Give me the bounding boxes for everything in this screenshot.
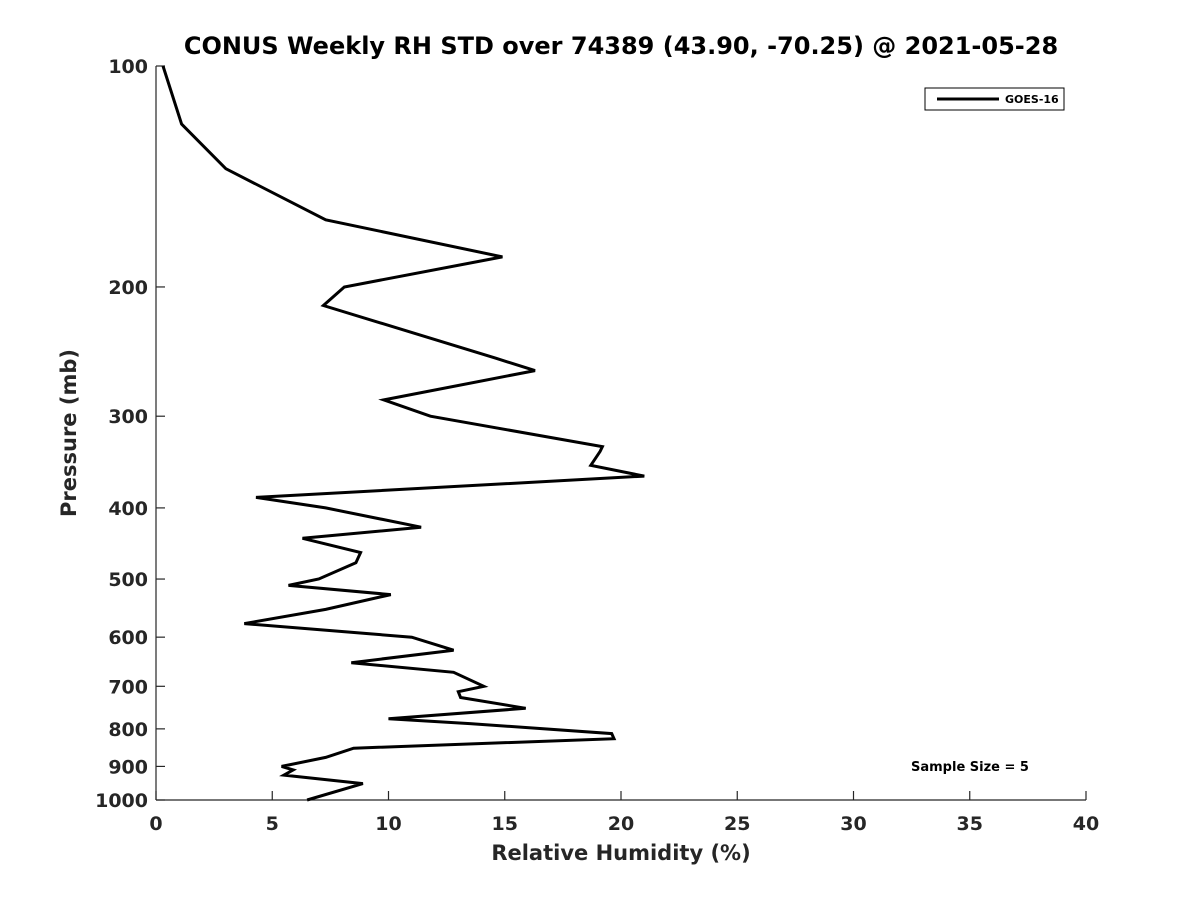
x-ticks: 0 5 10 15 20 25 30 35 40	[149, 791, 1099, 835]
chart-title: CONUS Weekly RH STD over 74389 (43.90, -…	[184, 32, 1058, 60]
x-tick-label: 35	[957, 813, 983, 835]
x-tick-label: 40	[1073, 813, 1099, 835]
legend: GOES-16	[924, 87, 1065, 111]
y-tick-label: 200	[108, 277, 148, 299]
y-tick-label: 300	[108, 406, 148, 428]
y-tick-label: 100	[108, 56, 148, 78]
x-axis-label: Relative Humidity (%)	[491, 841, 750, 865]
y-axis-label: Pressure (mb)	[57, 349, 81, 517]
x-tick-label: 25	[724, 813, 750, 835]
y-tick-label: 1000	[95, 790, 148, 812]
y-tick-label: 500	[108, 569, 148, 591]
x-tick-label: 20	[608, 813, 634, 835]
y-ticks: 100 200 300 400 500 600 700 800 900 1000	[95, 56, 165, 812]
sample-size-annotation: Sample Size = 5	[911, 760, 1029, 775]
x-tick-label: 0	[149, 813, 162, 835]
y-tick-label: 600	[108, 627, 148, 649]
x-tick-label: 30	[840, 813, 866, 835]
x-tick-label: 5	[266, 813, 279, 835]
y-tick-label: 900	[108, 756, 148, 778]
plot-area: 0 5 10 15 20 25 30 35 40 100 200 300 400 500 600 700 80…	[95, 56, 1099, 835]
x-tick-label: 10	[375, 813, 401, 835]
series-line-goes-16	[161, 65, 645, 802]
y-tick-label: 800	[108, 719, 148, 741]
y-tick-label: 700	[108, 676, 148, 698]
y-tick-label: 400	[108, 498, 148, 520]
x-tick-label: 15	[492, 813, 518, 835]
legend-label: GOES-16	[1005, 93, 1059, 106]
series-layer	[161, 65, 645, 802]
